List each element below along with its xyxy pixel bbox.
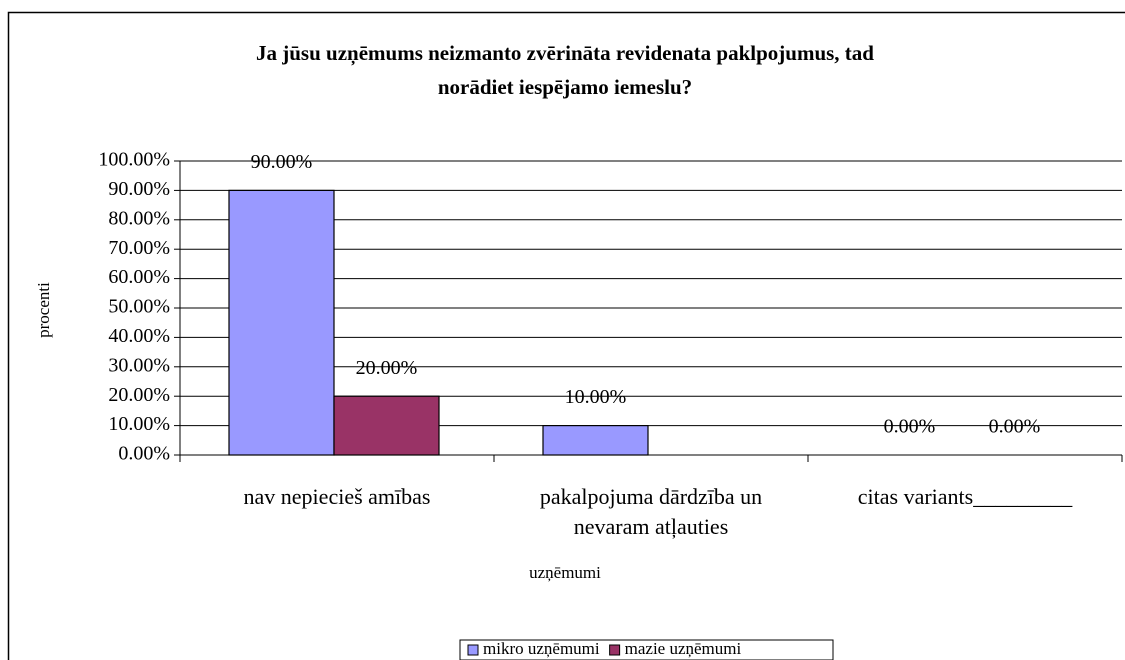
y-axis-label: procenti	[34, 282, 53, 338]
y-tick-label: 60.00%	[108, 266, 170, 288]
data-label: 90.00%	[251, 151, 313, 173]
legend-label: mikro uzņēmumi	[483, 639, 600, 658]
y-tick-label: 40.00%	[108, 325, 170, 347]
legend-label: mazie uzņēmumi	[625, 639, 742, 658]
legend-swatch	[609, 644, 621, 656]
chart-frame	[7, 11, 1125, 660]
x-axis-label: uzņēmumi	[529, 563, 601, 582]
y-tick-label: 90.00%	[108, 178, 170, 200]
y-tick-label: 80.00%	[108, 207, 170, 229]
bar	[228, 189, 335, 456]
y-tick-label: 70.00%	[108, 237, 170, 259]
y-tick-label: 20.00%	[108, 384, 170, 406]
data-label: 10.00%	[565, 386, 627, 408]
y-tick-label: 10.00%	[108, 413, 170, 435]
legend-box	[459, 639, 834, 660]
y-tick-label: 100.00%	[98, 149, 170, 171]
y-tick-label: 50.00%	[108, 296, 170, 318]
x-tick-label: nav nepiecieš amības	[243, 484, 431, 509]
y-tick-label: 30.00%	[108, 354, 170, 376]
y-tick-label: 0.00%	[118, 443, 170, 465]
bar	[333, 395, 440, 456]
legend-swatch	[467, 644, 479, 656]
x-tick-label: citas variants_________	[857, 484, 1073, 509]
x-tick-label: pakalpojuma dārdzība un nevaram atļautie…	[539, 484, 763, 539]
data-label: 0.00%	[989, 416, 1041, 438]
data-label: 0.00%	[884, 416, 936, 438]
data-label: 20.00%	[356, 357, 418, 379]
bar	[542, 425, 649, 456]
chart-title: Ja jūsu uzņēmums neizmanto zvērināta rev…	[256, 41, 874, 99]
